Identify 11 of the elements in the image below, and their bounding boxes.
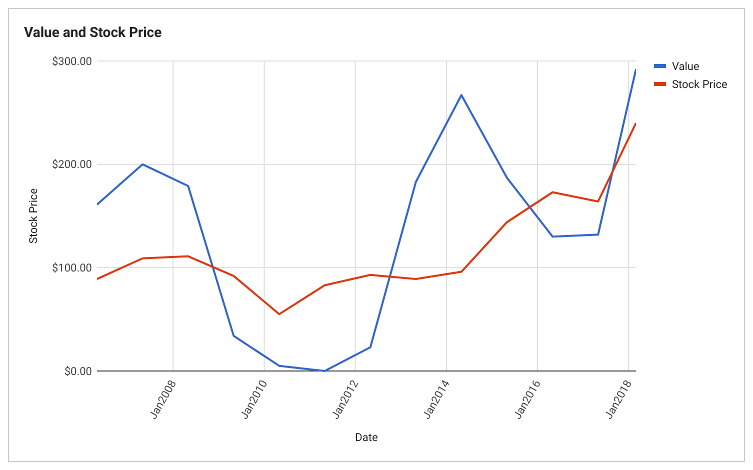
line-series (97, 68, 636, 372)
y-axis-title: Stock Price (27, 188, 40, 244)
y-tick-label: $0.00 (64, 364, 92, 378)
legend-label: Stock Price (672, 78, 728, 91)
x-axis-title: Date (355, 431, 378, 444)
y-tick-label: $100.00 (52, 262, 92, 275)
chart-title: Value and Stock Price (24, 25, 162, 41)
legend-label: Value (672, 60, 700, 73)
line-series (97, 122, 636, 316)
y-tick-label: $200.00 (52, 158, 92, 172)
y-tick-label: $300.00 (52, 54, 92, 68)
